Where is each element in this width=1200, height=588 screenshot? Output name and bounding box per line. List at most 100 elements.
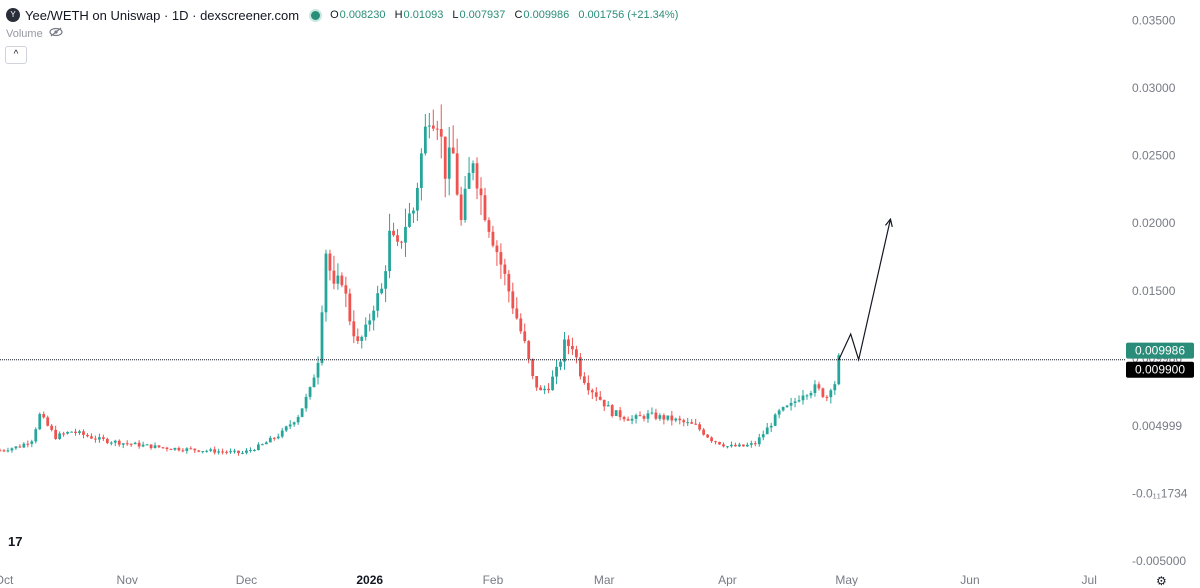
tradingview-logo[interactable]: 17 xyxy=(8,534,23,549)
candle xyxy=(6,447,10,453)
ohlc-high-value: 0.01093 xyxy=(403,9,444,21)
candle xyxy=(829,388,833,404)
candle xyxy=(320,305,324,366)
candle xyxy=(400,240,403,249)
candle xyxy=(610,403,614,418)
candle xyxy=(459,186,463,226)
candle xyxy=(368,313,372,332)
candle xyxy=(539,385,543,391)
symbol-title[interactable]: Yee/WETH on Uniswap · 1D · dexscreener.c… xyxy=(25,7,300,23)
y-tick-label: 0.02000 xyxy=(1132,216,1176,230)
x-tick-label: Feb xyxy=(483,573,504,586)
candle xyxy=(324,249,328,322)
candle xyxy=(229,448,232,454)
candle xyxy=(245,448,248,455)
candle xyxy=(805,394,809,400)
trend-arrow-line[interactable] xyxy=(838,218,892,363)
candle xyxy=(189,446,193,450)
candle xyxy=(173,447,177,451)
candle xyxy=(634,413,638,424)
candle xyxy=(726,445,729,449)
candle xyxy=(515,297,519,320)
ohlc-low-value: 0.007937 xyxy=(459,9,506,21)
price-label-badge: 0.009900 xyxy=(1126,361,1194,378)
candle xyxy=(523,323,527,344)
candle xyxy=(475,157,479,200)
candle xyxy=(384,265,387,302)
candle xyxy=(650,407,654,415)
candle xyxy=(133,441,137,445)
candle xyxy=(825,395,829,402)
drawing-layer[interactable] xyxy=(838,217,893,363)
candle xyxy=(225,450,228,455)
candle xyxy=(205,449,209,453)
price-labels: 0.009986 0.009900 xyxy=(1126,342,1194,378)
candle xyxy=(90,433,93,440)
candle xyxy=(201,451,205,454)
candles-layer xyxy=(0,104,841,456)
candle xyxy=(757,433,761,447)
candle xyxy=(602,399,606,411)
candle xyxy=(646,410,650,423)
settings-gear-icon[interactable]: ⚙ xyxy=(1156,574,1167,588)
candle xyxy=(435,120,439,141)
ohlc-open-key: O xyxy=(330,9,339,21)
candle xyxy=(745,442,749,448)
candle xyxy=(551,370,554,391)
candle xyxy=(288,420,292,430)
candle xyxy=(571,337,574,356)
candle xyxy=(590,388,594,400)
candle xyxy=(34,427,38,444)
token-logo-icon[interactable]: Y xyxy=(6,8,20,22)
candle xyxy=(785,404,789,408)
candle xyxy=(662,413,666,425)
candle xyxy=(503,258,507,286)
candle xyxy=(769,422,773,433)
candle xyxy=(519,313,523,334)
x-tick-label: Mar xyxy=(594,573,615,586)
candle xyxy=(70,431,73,433)
candle xyxy=(491,225,495,248)
candle xyxy=(284,425,288,433)
hidden-eye-icon[interactable] xyxy=(49,27,63,40)
candle xyxy=(364,317,368,341)
candle xyxy=(423,113,427,156)
candle xyxy=(654,408,658,421)
candle xyxy=(145,443,149,446)
ohlc-readout: O0.008230 H0.01093 L0.007937 C0.009986 0… xyxy=(330,9,684,21)
candle xyxy=(630,415,634,425)
candle xyxy=(308,386,312,400)
candle xyxy=(773,413,777,427)
candle xyxy=(487,217,491,238)
collapse-legend-button[interactable]: ^ xyxy=(5,46,27,64)
candle xyxy=(567,335,570,355)
candle xyxy=(722,442,725,448)
candle xyxy=(121,442,125,449)
candle xyxy=(821,387,825,399)
candle xyxy=(2,449,6,453)
candle xyxy=(46,415,50,427)
candle xyxy=(197,450,201,453)
arrow-head-icon[interactable] xyxy=(885,217,893,228)
candle xyxy=(666,415,670,422)
candle xyxy=(372,305,376,331)
candle xyxy=(706,433,709,439)
x-tick-label: Dec xyxy=(236,573,257,586)
candle xyxy=(332,255,336,290)
candle xyxy=(272,437,276,441)
y-tick-label: -0.005000 xyxy=(1132,554,1186,568)
candle xyxy=(531,358,535,380)
candle xyxy=(801,389,805,405)
candle xyxy=(392,222,395,237)
x-axis[interactable]: Oct Nov Dec 2026 Feb Mar Apr May Jun Jul xyxy=(0,573,1097,586)
candle xyxy=(296,414,300,425)
candle xyxy=(344,276,348,308)
x-tick-label: Oct xyxy=(0,573,14,586)
candle xyxy=(292,421,296,427)
market-status-icon[interactable] xyxy=(311,10,321,20)
y-axis[interactable]: 0.03500 0.03000 0.02500 0.02000 0.01500 0.009… xyxy=(1132,13,1188,568)
candle xyxy=(14,446,18,450)
volume-indicator[interactable]: Volume xyxy=(6,27,63,40)
candle xyxy=(237,450,240,456)
